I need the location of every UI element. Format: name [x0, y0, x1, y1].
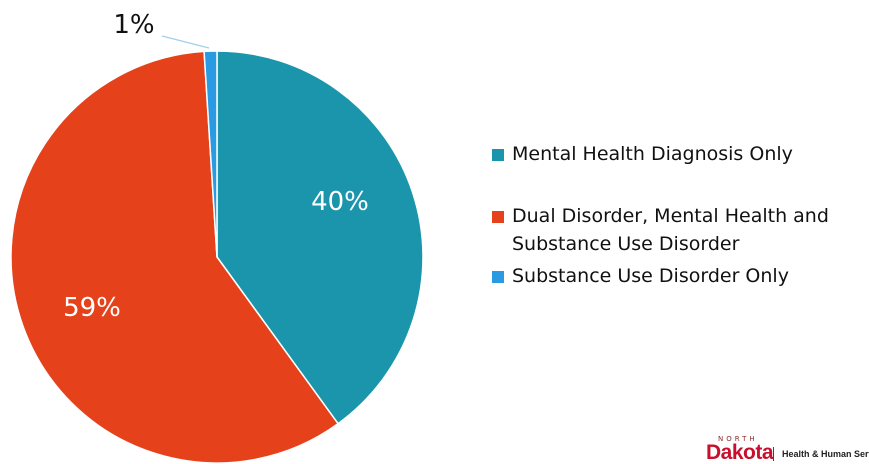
logo-dakota-text: Dakota — [706, 441, 774, 464]
legend-label: Mental Health Diagnosis Only — [512, 143, 793, 165]
legend-label: Substance Use Disorder Only — [512, 265, 789, 287]
logo-separator — [773, 447, 774, 461]
data-label-substance-use-only: 1% — [113, 10, 154, 40]
legend-swatch — [492, 211, 504, 223]
pie-slice-mental-health — [216, 50, 424, 425]
legend-item-substance-use-only: Substance Use Disorder Only — [492, 262, 868, 290]
chart-legend: Mental Health Diagnosis Only Dual Disord… — [492, 140, 868, 290]
pie-slice-substance-use-only — [203, 50, 218, 258]
leader-line-substance-use-only — [161, 35, 210, 49]
logo-tagline: Health & Human Services — [782, 449, 869, 459]
north-dakota-logo: NORTH Dakota Health & Human Services — [706, 435, 869, 464]
legend-item-mental-health: Mental Health Diagnosis Only — [492, 140, 868, 168]
data-label-mental-health: 40% — [311, 187, 369, 217]
data-label-dual-disorder: 59% — [63, 293, 121, 323]
legend-item-dual-disorder: Dual Disorder, Mental Health and Substan… — [492, 202, 868, 258]
pie-slice-dual-disorder — [10, 50, 340, 464]
logo-north-text: NORTH — [718, 435, 758, 443]
legend-swatch — [492, 149, 504, 161]
legend-label-line-2: Substance Use Disorder — [512, 233, 740, 255]
legend-label-line-1: Dual Disorder, Mental Health and — [512, 205, 829, 227]
pie-slices — [10, 50, 424, 464]
legend-swatch — [492, 271, 504, 283]
